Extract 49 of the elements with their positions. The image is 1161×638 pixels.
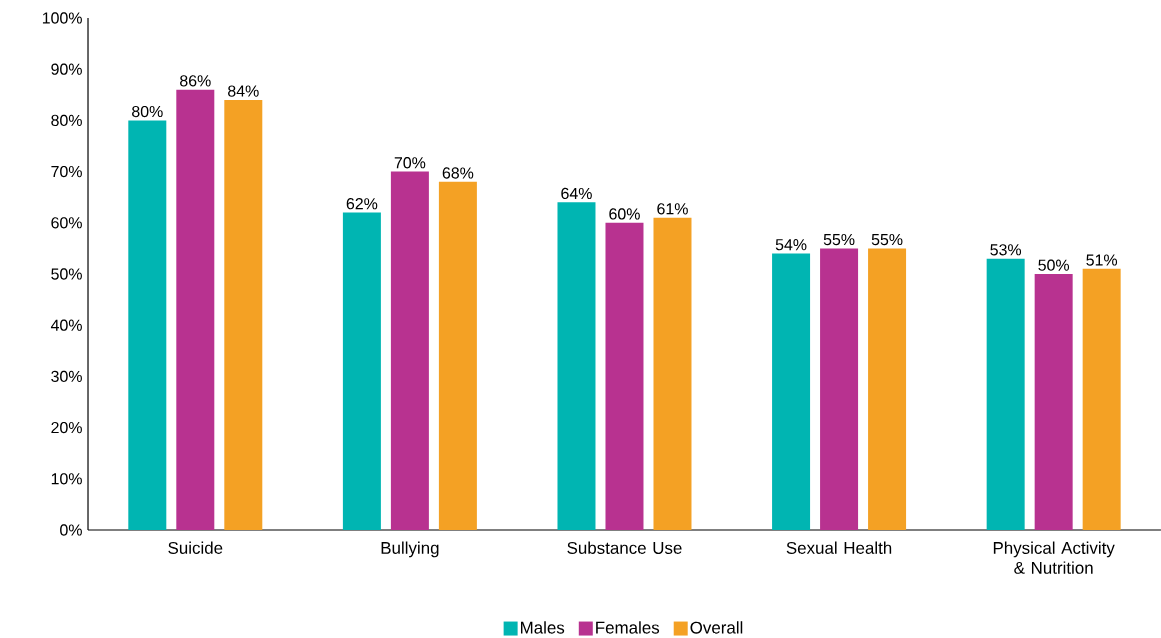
bar [557, 202, 596, 530]
bar [1082, 268, 1121, 530]
y-tick-label: 40% [50, 319, 82, 331]
data-label: 64% [561, 187, 592, 200]
y-tick-label: 0% [60, 524, 82, 536]
bar [986, 258, 1025, 530]
y-tick-label: 90% [51, 63, 82, 75]
x-tick-label: Bullying [381, 541, 439, 558]
y-tick-label: 20% [51, 421, 82, 434]
bar [342, 212, 381, 530]
x-tick-label: Suicide [168, 541, 223, 554]
y-tick-label: 80% [51, 114, 82, 127]
y-tick-label: 100% [42, 12, 82, 24]
data-label: 55% [871, 233, 903, 246]
bar [224, 99, 263, 530]
legend-label: Males [521, 621, 565, 634]
data-label: 60% [609, 208, 640, 220]
legend-label: Overall [690, 621, 743, 634]
data-label: 50% [1038, 259, 1070, 271]
data-label: 53% [990, 244, 1022, 256]
bar [438, 181, 477, 530]
data-label: 54% [775, 239, 807, 251]
x-tick-label: Substance Use [567, 541, 682, 554]
y-tick-label: 30% [51, 370, 82, 383]
x-tick-label: Sexual Health [786, 541, 892, 554]
bar [820, 248, 859, 530]
data-label: 55% [823, 233, 855, 246]
bar [868, 248, 907, 530]
legend-label: Females [596, 621, 660, 634]
y-tick-label: 10% [51, 473, 82, 485]
data-label: 84% [228, 85, 259, 97]
bar [605, 222, 644, 530]
bar [1034, 273, 1073, 530]
bar [390, 171, 429, 530]
data-label: 62% [346, 198, 378, 210]
data-label: 61% [657, 203, 688, 215]
data-label: 68% [442, 167, 474, 179]
y-tick-label: 50% [51, 268, 82, 280]
data-label: 80% [132, 105, 163, 118]
bar [653, 217, 692, 530]
data-label: 70% [394, 157, 426, 169]
y-tick-label: 60% [51, 217, 82, 229]
data-label: 51% [1086, 254, 1118, 266]
y-tick-label: 70% [51, 165, 82, 178]
data-label: 86% [180, 75, 211, 87]
x-tick-label: Physical Activity & Nutrition [993, 541, 1115, 574]
bar [128, 120, 167, 530]
bar [176, 89, 215, 530]
bar [772, 253, 811, 530]
